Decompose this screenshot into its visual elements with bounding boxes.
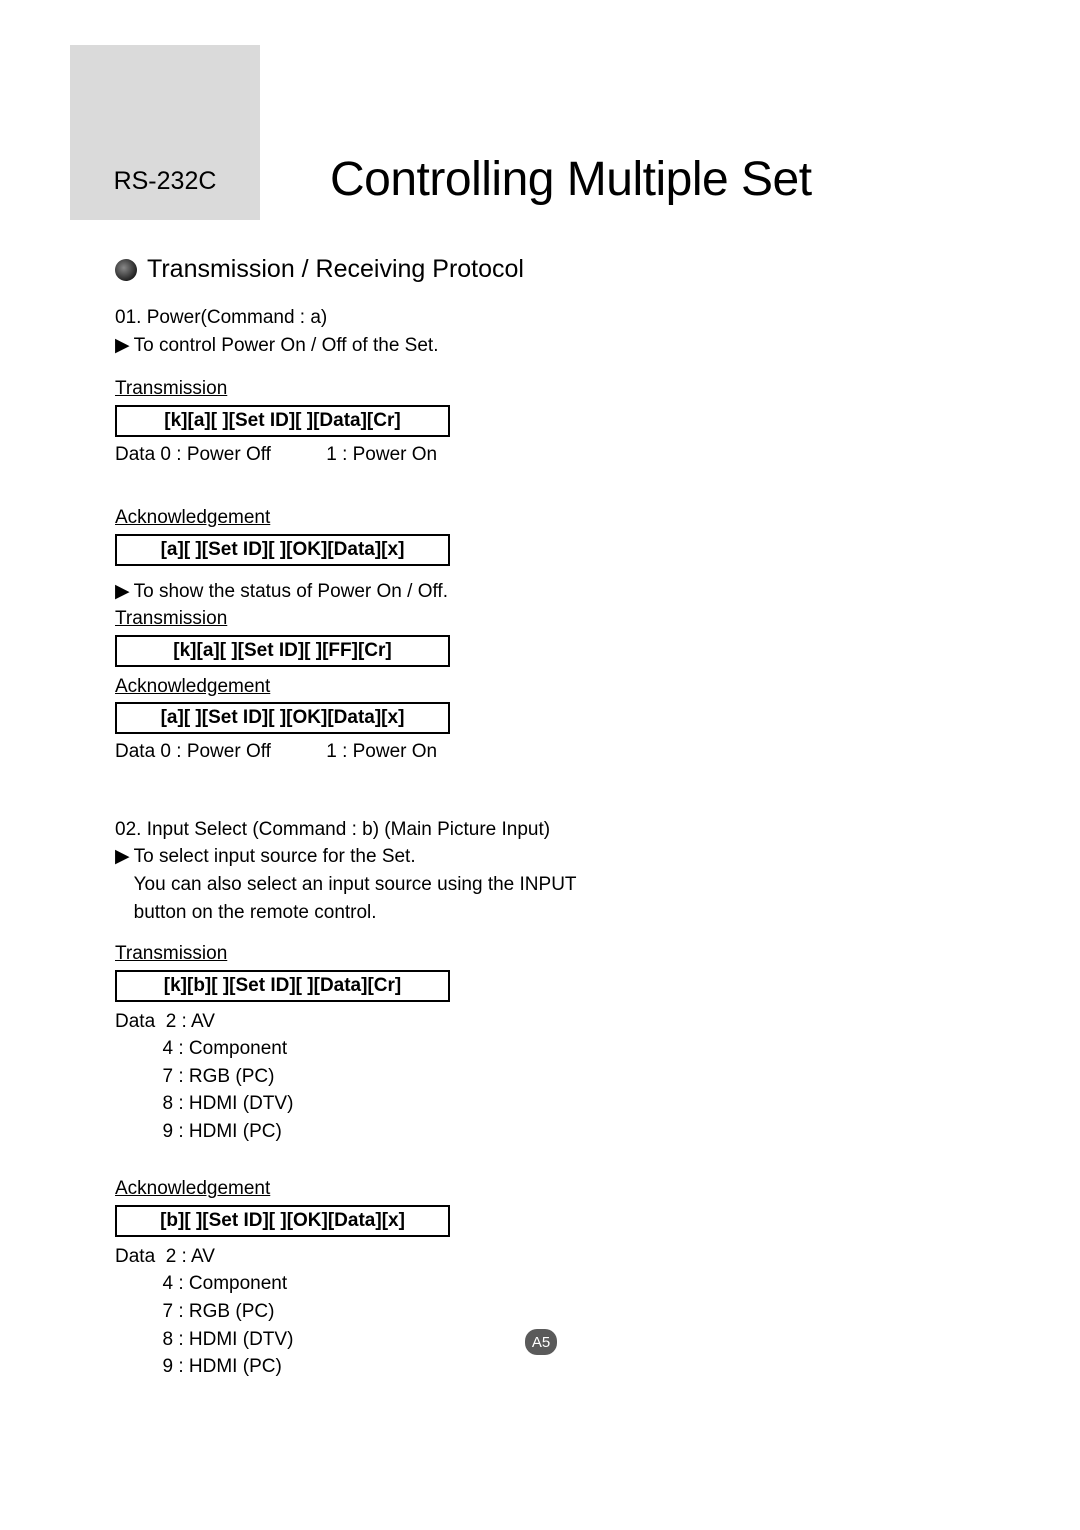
- cmd01-trans-label: Transmission: [115, 375, 227, 403]
- cmd01-data-row: Data 0 : Power Off 1 : Power On: [115, 441, 915, 469]
- cmd02-trans-code: [k][b][ ][Set ID][ ][Data][Cr]: [115, 970, 450, 1002]
- cmd02-desc1: To select input source for the Set.: [134, 843, 577, 871]
- cmd02-desc-col: To select input source for the Set. You …: [134, 843, 577, 926]
- data-line: Data 2 : AV: [115, 1008, 915, 1036]
- data-line: 8 : HDMI (DTV): [115, 1326, 915, 1354]
- data-line: 9 : HDMI (PC): [115, 1353, 915, 1381]
- cmd02-desc-row: ▶ To select input source for the Set. Yo…: [115, 843, 915, 926]
- cmd01-data-b: 1 : Power On: [326, 441, 437, 469]
- cmd01-status-desc: To show the status of Power On / Off.: [134, 578, 448, 606]
- cmd01-ack2-label: Acknowledgement: [115, 673, 270, 701]
- cmd01-desc: To control Power On / Off of the Set.: [134, 332, 439, 360]
- cmd01-trans2-label: Transmission: [115, 605, 227, 633]
- cmd01-ack-label: Acknowledgement: [115, 504, 270, 532]
- arrow-icon: ▶: [115, 843, 130, 926]
- cmd02-data-list: Data 2 : AV 4 : Component 7 : RGB (PC) 8…: [115, 1008, 915, 1146]
- cmd01-trans-code: [k][a][ ][Set ID][ ][Data][Cr]: [115, 405, 450, 437]
- data-line: 4 : Component: [115, 1035, 915, 1063]
- cmd01-title: 01. Power(Command : a): [115, 304, 915, 332]
- cmd02-title: 02. Input Select (Command : b) (Main Pic…: [115, 816, 915, 844]
- cmd01-data2-a: Data 0 : Power Off: [115, 741, 271, 762]
- cmd02-ack-label: Acknowledgement: [115, 1175, 270, 1203]
- data-line: 7 : RGB (PC): [115, 1298, 915, 1326]
- data-line: Data 2 : AV: [115, 1243, 915, 1271]
- cmd02-desc2: You can also select an input source usin…: [134, 871, 577, 899]
- cmd02-data-list2: Data 2 : AV 4 : Component 7 : RGB (PC) 8…: [115, 1243, 915, 1381]
- header-grey-box: RS-232C: [70, 45, 260, 220]
- cmd01-data2-row: Data 0 : Power Off 1 : Power On: [115, 738, 915, 766]
- section-title: Transmission / Receiving Protocol: [147, 255, 524, 284]
- page-number-badge: A5: [525, 1329, 557, 1355]
- cmd02-desc3: button on the remote control.: [134, 899, 577, 927]
- cmd01-trans2-code: [k][a][ ][Set ID][ ][FF][Cr]: [115, 635, 450, 667]
- arrow-icon: ▶: [115, 332, 130, 360]
- cmd01-data2-b: 1 : Power On: [326, 738, 437, 766]
- bullet-icon: [115, 259, 137, 281]
- section-header-row: Transmission / Receiving Protocol: [115, 255, 915, 284]
- header-label: RS-232C: [114, 167, 217, 196]
- cmd01-ack2-code: [a][ ][Set ID][ ][OK][Data][x]: [115, 702, 450, 734]
- data-line: 9 : HDMI (PC): [115, 1118, 915, 1146]
- data-line: 7 : RGB (PC): [115, 1063, 915, 1091]
- content-area: Transmission / Receiving Protocol 01. Po…: [115, 255, 915, 1381]
- cmd01-status-row: ▶ To show the status of Power On / Off.: [115, 578, 915, 606]
- data-line: 8 : HDMI (DTV): [115, 1090, 915, 1118]
- data-line: 4 : Component: [115, 1270, 915, 1298]
- page-title: Controlling Multiple Set: [330, 152, 812, 207]
- cmd01-ack-code: [a][ ][Set ID][ ][OK][Data][x]: [115, 534, 450, 566]
- cmd01-desc-row: ▶ To control Power On / Off of the Set.: [115, 332, 915, 360]
- cmd01-data-a: Data 0 : Power Off: [115, 444, 271, 465]
- arrow-icon: ▶: [115, 578, 130, 606]
- cmd02-trans-label: Transmission: [115, 940, 227, 968]
- cmd02-ack-code: [b][ ][Set ID][ ][OK][Data][x]: [115, 1205, 450, 1237]
